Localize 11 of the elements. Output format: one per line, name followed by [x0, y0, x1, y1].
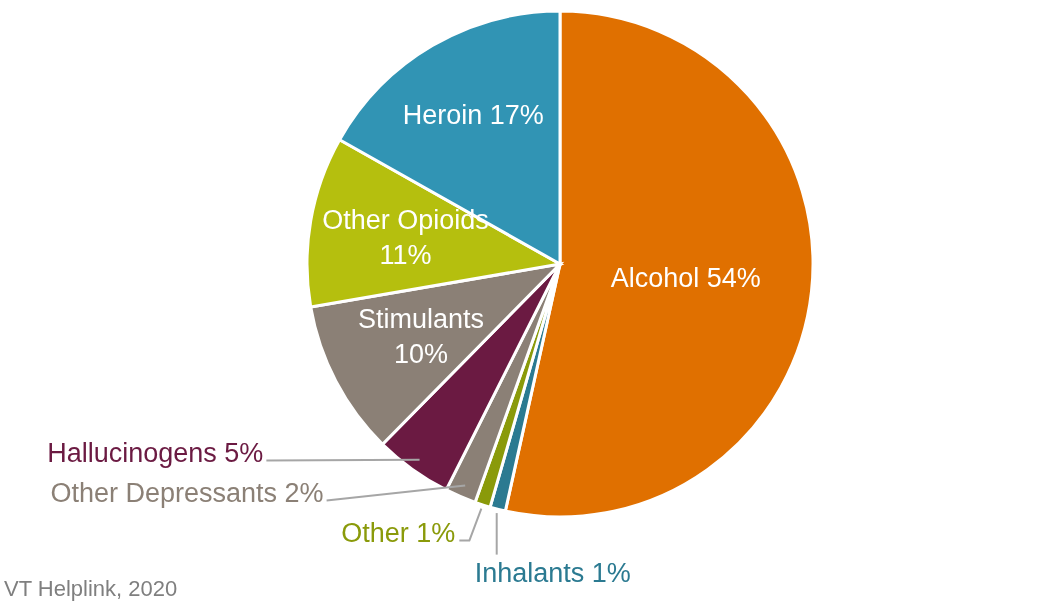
slice-label: Other Opioids — [322, 204, 489, 235]
data-label: 10% — [394, 339, 449, 370]
slice-label: Heroin 17% — [402, 100, 544, 131]
slice-label: Stimulants — [357, 304, 485, 335]
slice-label: Other Depressants 2% — [50, 477, 324, 508]
slice-label: Alcohol 54% — [610, 262, 761, 293]
slice-label: Other 1% — [341, 517, 456, 548]
slice-label: Inhalants 1% — [474, 557, 631, 588]
data-label: 11% — [379, 239, 432, 270]
slice-label: Hallucinogens 5% — [47, 437, 264, 468]
text: VT Helplink, 2020 — [4, 576, 178, 602]
